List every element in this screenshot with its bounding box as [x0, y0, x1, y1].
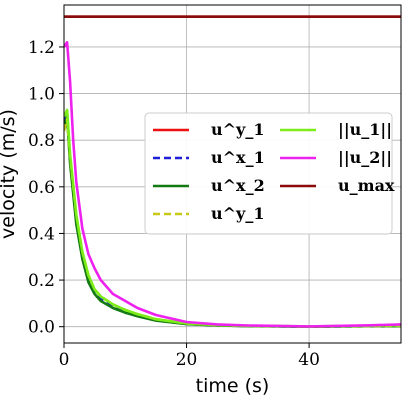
series-lines: [64, 15, 401, 328]
legend-label: u^x_1: [211, 148, 265, 167]
ticks: 0 20 40 0.0 0.2 0.4 0.6 0.8 1.0 1.2: [28, 38, 320, 370]
legend-label: ||u_2||: [338, 148, 392, 167]
legend-label: u_max: [338, 176, 395, 195]
plot-frame: [63, 4, 402, 344]
y-tick-label: 1.0: [28, 85, 55, 105]
y-tick-label: 0.8: [28, 131, 55, 151]
x-tick-label: 0: [59, 350, 70, 370]
legend-label: u^y_1: [211, 120, 264, 139]
x-axis-label: time (s): [196, 375, 270, 397]
legend: u^y_1 u^x_1 u^x_2 u^y_1 ||u_1|| ||u_2|| u_max: [144, 112, 395, 235]
y-tick-label: 0.0: [28, 318, 55, 338]
legend-label: u^x_2: [211, 176, 265, 195]
legend-label: ||u_1||: [338, 120, 392, 139]
series-line: [64, 41, 401, 328]
x-tick-label: 40: [298, 350, 320, 370]
y-tick-label: 0.2: [28, 271, 55, 291]
legend-label: u^y_1: [211, 204, 264, 223]
y-tick-label: 1.2: [28, 38, 55, 58]
x-tick-label: 20: [176, 350, 198, 370]
y-axis-label: velocity (m/s): [0, 109, 19, 239]
y-tick-label: 0.6: [28, 178, 55, 198]
y-tick-label: 0.4: [28, 224, 55, 244]
legend-box: [144, 112, 393, 235]
